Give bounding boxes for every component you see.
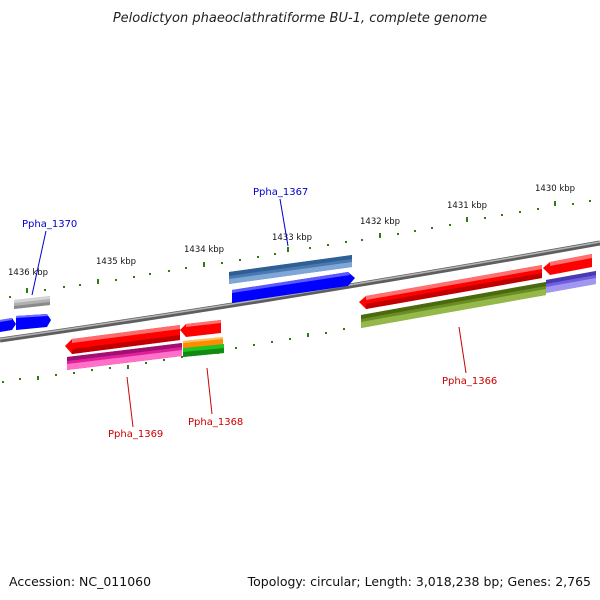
gene-ppha-1367[interactable]: [229, 255, 352, 284]
tick-label-1435: 1435 kbp: [96, 257, 136, 267]
genome-backbone: [0, 240, 600, 343]
upper-tick-track: [9, 200, 591, 298]
gene-red-reverse-small[interactable]: [180, 320, 221, 337]
leader-ppha-1368: [206, 367, 213, 415]
gene-blue-forward[interactable]: [232, 272, 355, 303]
gene-ppha-1369[interactable]: [67, 343, 182, 370]
leader-ppha-1369: [126, 376, 134, 428]
tick-label-1432: 1432 kbp: [360, 217, 400, 227]
genome-backbone-highlight: [0, 241, 600, 340]
gene-red-reverse-far-right[interactable]: [543, 254, 592, 275]
tick-label-1431: 1431 kbp: [447, 201, 487, 211]
gene-label-ppha-1370[interactable]: Ppha_1370: [22, 219, 77, 230]
gene-ppha-1366[interactable]: [361, 282, 546, 328]
map-title: Pelodictyon phaeoclathratiforme BU-1, co…: [113, 11, 487, 26]
tick-label-1434: 1434 kbp: [184, 245, 224, 255]
gene-far-left-a[interactable]: [0, 318, 16, 332]
accession-text: Accession: NC_011060: [9, 574, 151, 589]
gene-ppha-1368[interactable]: [183, 337, 224, 357]
gene-label-ppha-1369[interactable]: Ppha_1369: [108, 429, 163, 440]
leader-ppha-1370: [31, 230, 47, 296]
gene-ppha-1370[interactable]: [14, 296, 50, 309]
leader-ppha-1367: [279, 198, 289, 247]
leader-ppha-1366: [458, 326, 467, 374]
gene-label-ppha-1367[interactable]: Ppha_1367: [253, 187, 308, 198]
tick-label-1436: 1436 kbp: [8, 268, 48, 278]
gene-red-reverse-left[interactable]: [65, 325, 180, 354]
tick-label-1433: 1433 kbp: [272, 233, 312, 243]
tick-label-1430: 1430 kbp: [535, 184, 575, 194]
genome-summary-text: Topology: circular; Length: 3,018,238 bp…: [247, 574, 591, 589]
gene-label-ppha-1368[interactable]: Ppha_1368: [188, 417, 243, 428]
gene-ppha-1370-partner[interactable]: [16, 314, 51, 330]
gene-red-reverse-right[interactable]: [359, 265, 542, 309]
gene-label-ppha-1366[interactable]: Ppha_1366: [442, 376, 497, 387]
gene-slate-right[interactable]: [546, 271, 596, 293]
